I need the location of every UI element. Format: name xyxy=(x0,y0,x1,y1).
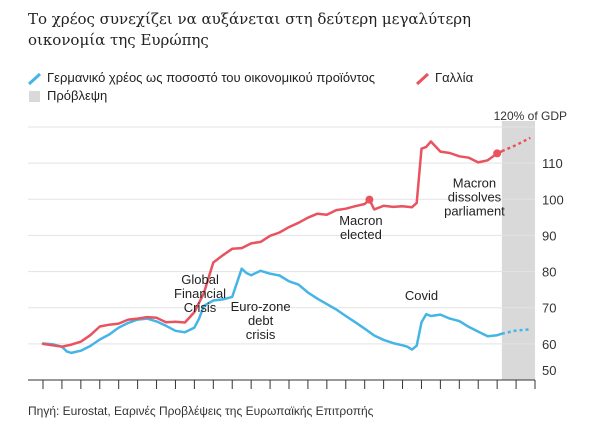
series-line-france-forecast xyxy=(501,136,531,153)
annotation-2-line-0: Macron xyxy=(339,213,382,228)
annotation-1-line-2: crisis xyxy=(246,327,276,342)
legend-germany-swatch xyxy=(28,72,42,86)
forecast-band xyxy=(501,121,535,380)
annotation-0-line-1: Financial xyxy=(174,286,226,301)
series-line-germany-forecast xyxy=(501,328,531,335)
annotation-4-line-1: dissolves xyxy=(448,189,502,204)
chart-title: Το χρέος συνεχίζει να αυξάνεται στη δεύτ… xyxy=(28,10,472,49)
y-tick-label-80: 80 xyxy=(542,265,556,280)
annotation-2-line-1: elected xyxy=(340,227,382,242)
legend-france-label: Γαλλία xyxy=(435,70,474,85)
legend-forecast-swatch xyxy=(29,91,40,102)
forecast-band-layer xyxy=(501,121,535,380)
annotation-4: Macron dissolves parliament xyxy=(444,175,505,218)
source-note: Πηγή: Eurostat, Εαρινές Προβλέψεις της Ε… xyxy=(28,404,374,418)
annotation-1: Euro-zone debt crisis xyxy=(231,299,291,342)
gridlines-layer xyxy=(28,126,535,381)
y-tick-label-100: 100 xyxy=(542,192,564,207)
series-lines-layer xyxy=(41,136,531,355)
y-tick-labels-layer: 60 70 80 90 100 110 120% of GDP 50 xyxy=(494,109,567,378)
annotation-1-line-0: Euro-zone xyxy=(231,299,291,314)
annotation-1-line-1: debt xyxy=(248,313,274,328)
annotation-0: Global Financial Crisis xyxy=(174,272,226,315)
annotation-3-line-0: Covid xyxy=(405,288,438,303)
annotation-4-line-2: parliament xyxy=(444,203,505,218)
y-tick-label-90: 90 xyxy=(542,228,556,243)
y-tick-label-top: 120% of GDP xyxy=(494,109,567,123)
markers-layer xyxy=(365,149,502,204)
series-line-germany xyxy=(41,267,504,355)
series-line-france xyxy=(41,140,504,348)
y-tick-label-110: 110 xyxy=(542,156,563,171)
marker-france-1 xyxy=(493,149,502,158)
annotation-0-line-0: Global xyxy=(181,272,219,287)
annotation-3: Covid xyxy=(405,288,438,303)
legend-forecast-label: Πρόβλεψη xyxy=(47,88,108,103)
x-axis-layer xyxy=(28,379,536,389)
marker-france-0 xyxy=(365,195,374,204)
legend-germany-label: Γερμανικό χρέος ως ποσοστό του οικονομικ… xyxy=(47,70,375,85)
annotations-layer: Global Financial Crisis Euro-zone debt crisis… xyxy=(174,175,505,342)
y-tick-label-60: 60 xyxy=(542,337,556,352)
annotation-2: Macron elected xyxy=(339,213,382,242)
y-tick-label-70: 70 xyxy=(542,301,556,316)
y-tick-label-50: 50 xyxy=(542,363,556,378)
annotation-0-line-2: Crisis xyxy=(184,300,217,315)
legend-france-swatch xyxy=(416,72,430,86)
annotation-4-line-0: Macron xyxy=(453,175,496,190)
